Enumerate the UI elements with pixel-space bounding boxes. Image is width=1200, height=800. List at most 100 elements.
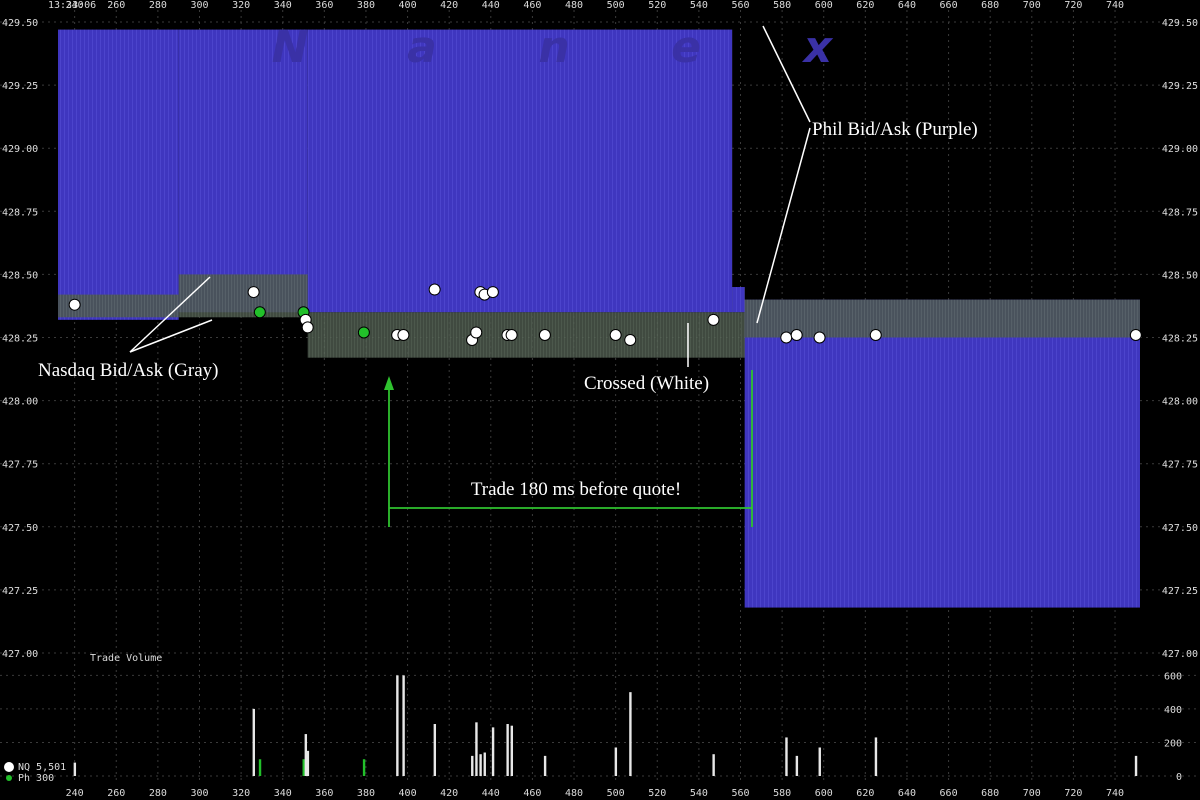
volume-axis-label: Trade Volume bbox=[90, 653, 162, 664]
watermark-letter: n bbox=[538, 22, 569, 73]
x-tick-label-bottom: 540 bbox=[690, 788, 708, 799]
trade-gap-left-arrow bbox=[384, 376, 394, 390]
x-tick-label-top: 380 bbox=[357, 0, 375, 11]
x-tick-label-bottom: 340 bbox=[274, 788, 292, 799]
x-tick-label-top: 240 bbox=[66, 0, 84, 11]
volume-bar bbox=[396, 675, 399, 776]
volume-bar bbox=[402, 675, 405, 776]
x-tick-label-bottom: 460 bbox=[523, 788, 541, 799]
y-tick-label-right: 427.25 bbox=[1162, 586, 1198, 597]
volume-bar bbox=[818, 747, 821, 776]
x-tick-label-bottom: 320 bbox=[232, 788, 250, 799]
volume-bar bbox=[874, 737, 878, 776]
x-tick-label-top: 700 bbox=[1023, 0, 1041, 11]
phil-quote-bands bbox=[58, 29, 1140, 608]
watermark-letter: N bbox=[272, 22, 309, 73]
x-tick-label-bottom: 660 bbox=[940, 788, 958, 799]
phil-quote-band bbox=[732, 287, 745, 313]
nasdaq-pointer-line bbox=[129, 319, 213, 353]
y-tick-label-left: 428.00 bbox=[2, 397, 38, 408]
y-tick-label-left: 428.75 bbox=[2, 207, 38, 218]
y-tick-label-left: 429.50 bbox=[2, 18, 38, 29]
volume-tick-label: 0 bbox=[1176, 772, 1182, 783]
y-tick-label-right: 428.25 bbox=[1162, 334, 1198, 345]
y-tick-label-left: 427.50 bbox=[2, 523, 38, 534]
phil-quote-band bbox=[178, 29, 308, 313]
volume-tick-label: 400 bbox=[1164, 705, 1182, 716]
x-tick-label-bottom: 480 bbox=[565, 788, 583, 799]
volume-bar bbox=[491, 727, 495, 776]
trade-marker bbox=[780, 331, 793, 344]
volume-bars bbox=[73, 675, 1138, 776]
trade-marker bbox=[247, 286, 260, 299]
phil-pointer-line bbox=[756, 127, 811, 324]
y-tick-label-right: 428.75 bbox=[1162, 207, 1198, 218]
legend-marker bbox=[4, 762, 14, 772]
x-tick-label-bottom: 240 bbox=[66, 788, 84, 799]
x-tick-label-bottom: 680 bbox=[981, 788, 999, 799]
y-tick-label-right: 427.50 bbox=[1162, 523, 1198, 534]
x-tick-label-top: 660 bbox=[940, 0, 958, 11]
x-tick-label-top: 560 bbox=[731, 0, 749, 11]
nasdaq-quote-band bbox=[178, 274, 308, 318]
x-tick-label-bottom: 500 bbox=[607, 788, 625, 799]
trade-marker bbox=[869, 328, 882, 341]
trade-marker bbox=[357, 326, 370, 339]
phil-quote-band bbox=[58, 29, 179, 320]
trade-marker bbox=[470, 326, 483, 339]
volume-bar bbox=[306, 750, 310, 776]
x-tick-label-top: 520 bbox=[648, 0, 666, 11]
x-tick-label-top: 260 bbox=[107, 0, 125, 11]
y-tick-label-left: 427.00 bbox=[2, 649, 38, 660]
x-tick-label-top: 320 bbox=[232, 0, 250, 11]
volume-bar bbox=[712, 754, 715, 776]
volume-bar bbox=[506, 724, 509, 776]
trade-marker bbox=[486, 286, 499, 299]
trade-marker bbox=[428, 283, 441, 296]
y-tick-label-left: 429.00 bbox=[2, 144, 38, 155]
y-tick-label-left: 427.25 bbox=[2, 586, 38, 597]
timestamp: 13:33:06 bbox=[48, 0, 96, 11]
x-tick-label-top: 340 bbox=[274, 0, 292, 11]
trade-marker bbox=[1129, 328, 1142, 341]
volume-bar bbox=[304, 734, 308, 776]
trade-marker bbox=[505, 328, 518, 341]
nasdaq-quote-band bbox=[307, 312, 745, 358]
x-tick-label-bottom: 360 bbox=[315, 788, 333, 799]
trade-marker bbox=[707, 313, 720, 326]
trade-marker bbox=[538, 328, 551, 341]
volume-bar bbox=[510, 725, 514, 776]
volume-bar bbox=[252, 708, 255, 776]
watermark-letter: e bbox=[671, 22, 701, 73]
y-tick-label-left: 428.25 bbox=[2, 334, 38, 345]
y-tick-label-left: 427.75 bbox=[2, 460, 38, 471]
trade-markers bbox=[68, 283, 1142, 347]
volume-bar bbox=[471, 755, 474, 776]
x-tick-label-bottom: 300 bbox=[190, 788, 208, 799]
y-tick-label-right: 429.00 bbox=[1162, 144, 1198, 155]
x-tick-label-bottom: 740 bbox=[1106, 788, 1124, 799]
volume-tick-label: 200 bbox=[1164, 738, 1182, 749]
trade-marker bbox=[609, 328, 622, 341]
volume-bar bbox=[629, 692, 632, 776]
volume-bar bbox=[73, 762, 77, 776]
x-tick-label-bottom: 720 bbox=[1064, 788, 1082, 799]
trade-marker bbox=[301, 321, 314, 334]
volume-bar bbox=[302, 759, 305, 776]
x-tick-label-bottom: 420 bbox=[440, 788, 458, 799]
x-tick-label-bottom: 380 bbox=[357, 788, 375, 799]
nasdaq-quote-bands bbox=[58, 274, 1140, 358]
x-tick-label-bottom: 520 bbox=[648, 788, 666, 799]
x-tick-label-top: 300 bbox=[190, 0, 208, 11]
volume-bar bbox=[479, 754, 482, 776]
x-tick-label-bottom: 580 bbox=[773, 788, 791, 799]
phil-pointer-line bbox=[762, 25, 811, 123]
trade-gap-annotation: Trade 180 ms before quote! bbox=[471, 479, 681, 500]
y-tick-label-right: 427.00 bbox=[1162, 649, 1198, 660]
x-tick-label-top: 480 bbox=[565, 0, 583, 11]
watermark-letter: a bbox=[407, 22, 437, 73]
x-tick-label-top: 720 bbox=[1064, 0, 1082, 11]
trade-marker bbox=[397, 328, 410, 341]
